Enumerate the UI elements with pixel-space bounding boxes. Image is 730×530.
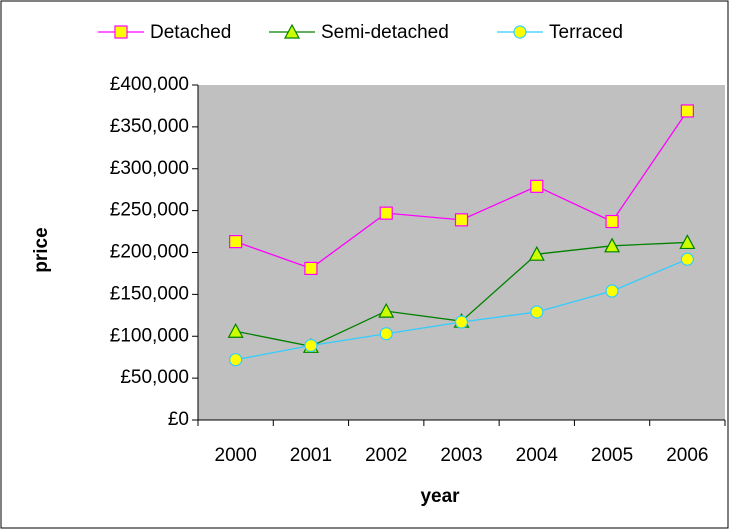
legend-marker (513, 25, 527, 39)
marker (680, 252, 694, 266)
marker (605, 284, 619, 298)
legend-label: Terraced (549, 22, 623, 43)
marker (229, 235, 243, 249)
legend-marker (283, 23, 301, 39)
x-tick-label: 2005 (591, 445, 633, 466)
legend-label: Semi-detached (321, 22, 449, 43)
y-tick-label: £50,000 (120, 367, 189, 388)
x-tick-label: 2000 (215, 445, 257, 466)
x-tick-label: 2006 (666, 445, 708, 466)
marker (229, 353, 243, 367)
marker (454, 315, 469, 329)
y-tick-label: £150,000 (110, 283, 189, 304)
legend-marker (114, 25, 128, 39)
marker (530, 179, 544, 193)
marker (379, 206, 393, 220)
x-tick-label: 2003 (440, 445, 482, 466)
marker (528, 245, 545, 261)
marker (679, 234, 696, 250)
y-axis-title: price (31, 227, 52, 272)
y-tick-label: £350,000 (110, 116, 189, 137)
x-tick-label: 2004 (516, 445, 559, 466)
y-tick-label: £250,000 (110, 200, 189, 221)
marker (454, 213, 469, 227)
marker (227, 322, 244, 338)
x-tick-label: 2002 (365, 445, 407, 466)
marker (379, 327, 393, 341)
y-tick-label: £400,000 (110, 74, 189, 95)
x-axis-title: year (420, 486, 460, 507)
x-tick-label: 2001 (290, 445, 332, 466)
y-tick-label: £100,000 (110, 325, 189, 346)
marker (304, 261, 318, 276)
y-tick-label: £0 (168, 409, 189, 430)
marker (605, 214, 619, 229)
marker (530, 305, 544, 319)
marker (304, 338, 318, 353)
marker (604, 237, 621, 253)
plot-area (198, 85, 725, 420)
marker (378, 302, 395, 318)
y-tick-label: £200,000 (110, 242, 189, 263)
marker (680, 104, 694, 118)
y-tick-label: £300,000 (110, 158, 189, 179)
legend-label: Detached (150, 22, 231, 43)
